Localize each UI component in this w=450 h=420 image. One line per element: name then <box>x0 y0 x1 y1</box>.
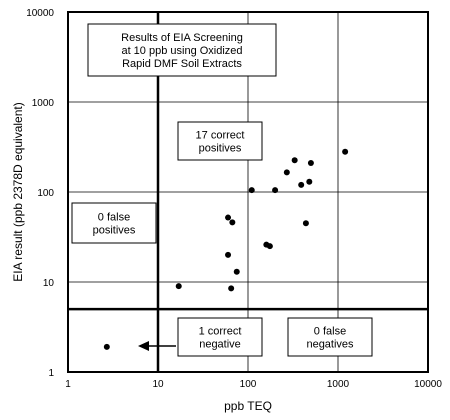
y-axis-title: EIA result (ppb 2378D equivalent) <box>11 102 25 281</box>
data-point <box>298 181 305 188</box>
annotation-text: Rapid DMF Soil Extracts <box>122 58 242 70</box>
arrow-icon <box>138 341 176 351</box>
data-points <box>103 148 349 350</box>
x-tick-label: 10 <box>152 379 164 390</box>
data-point <box>175 283 182 290</box>
data-point <box>283 169 290 176</box>
annotation-text: negatives <box>306 339 354 351</box>
data-point <box>266 243 273 250</box>
data-point <box>228 285 235 292</box>
annotation-box-border <box>71 202 157 244</box>
data-point <box>306 178 313 185</box>
data-point <box>272 187 279 194</box>
data-point <box>225 251 232 258</box>
arrow-head <box>138 341 149 351</box>
y-tick-label: 1 <box>48 368 54 379</box>
data-point <box>233 268 240 275</box>
y-tick-label: 10 <box>43 278 55 289</box>
y-tick-label: 1000 <box>32 98 55 109</box>
annotation-box-border <box>87 23 277 77</box>
y-tick-labels: 1 10 100 1000 10000 <box>26 8 54 379</box>
x-tick-labels: 1 10 100 1000 10000 <box>65 379 442 390</box>
data-point <box>307 160 314 167</box>
annotation-text: 0 false <box>98 212 130 224</box>
annotation-text: 17 correct <box>196 130 245 142</box>
x-axis-title: ppb TEQ <box>224 399 272 413</box>
plot-frame <box>67 11 429 373</box>
annotation-text: Results of EIA Screening <box>121 32 243 44</box>
annotation-text: positives <box>199 143 242 155</box>
annotation-text: at 10 ppb using Oxidized <box>121 45 242 57</box>
data-point <box>103 343 110 350</box>
y-tick-label: 10000 <box>26 8 54 19</box>
annotation-text: negative <box>199 339 241 351</box>
data-point <box>342 148 349 155</box>
annotation-text: positives <box>93 225 136 237</box>
x-tick-label: 1 <box>65 379 71 390</box>
data-point <box>302 220 309 227</box>
x-tick-label: 1000 <box>327 379 350 390</box>
data-point <box>248 187 255 194</box>
annotation-text: 0 false <box>314 326 346 338</box>
x-tick-label: 100 <box>240 379 257 390</box>
annotation-box-border <box>287 317 373 357</box>
data-point <box>225 214 232 221</box>
annotation-box-border <box>177 317 263 357</box>
data-point <box>291 157 298 164</box>
x-tick-label: 10000 <box>414 379 442 390</box>
y-tick-label: 100 <box>37 188 54 199</box>
annotation-text: 1 correct <box>199 326 242 338</box>
data-point <box>229 219 236 226</box>
annotation-box-border <box>177 121 263 161</box>
